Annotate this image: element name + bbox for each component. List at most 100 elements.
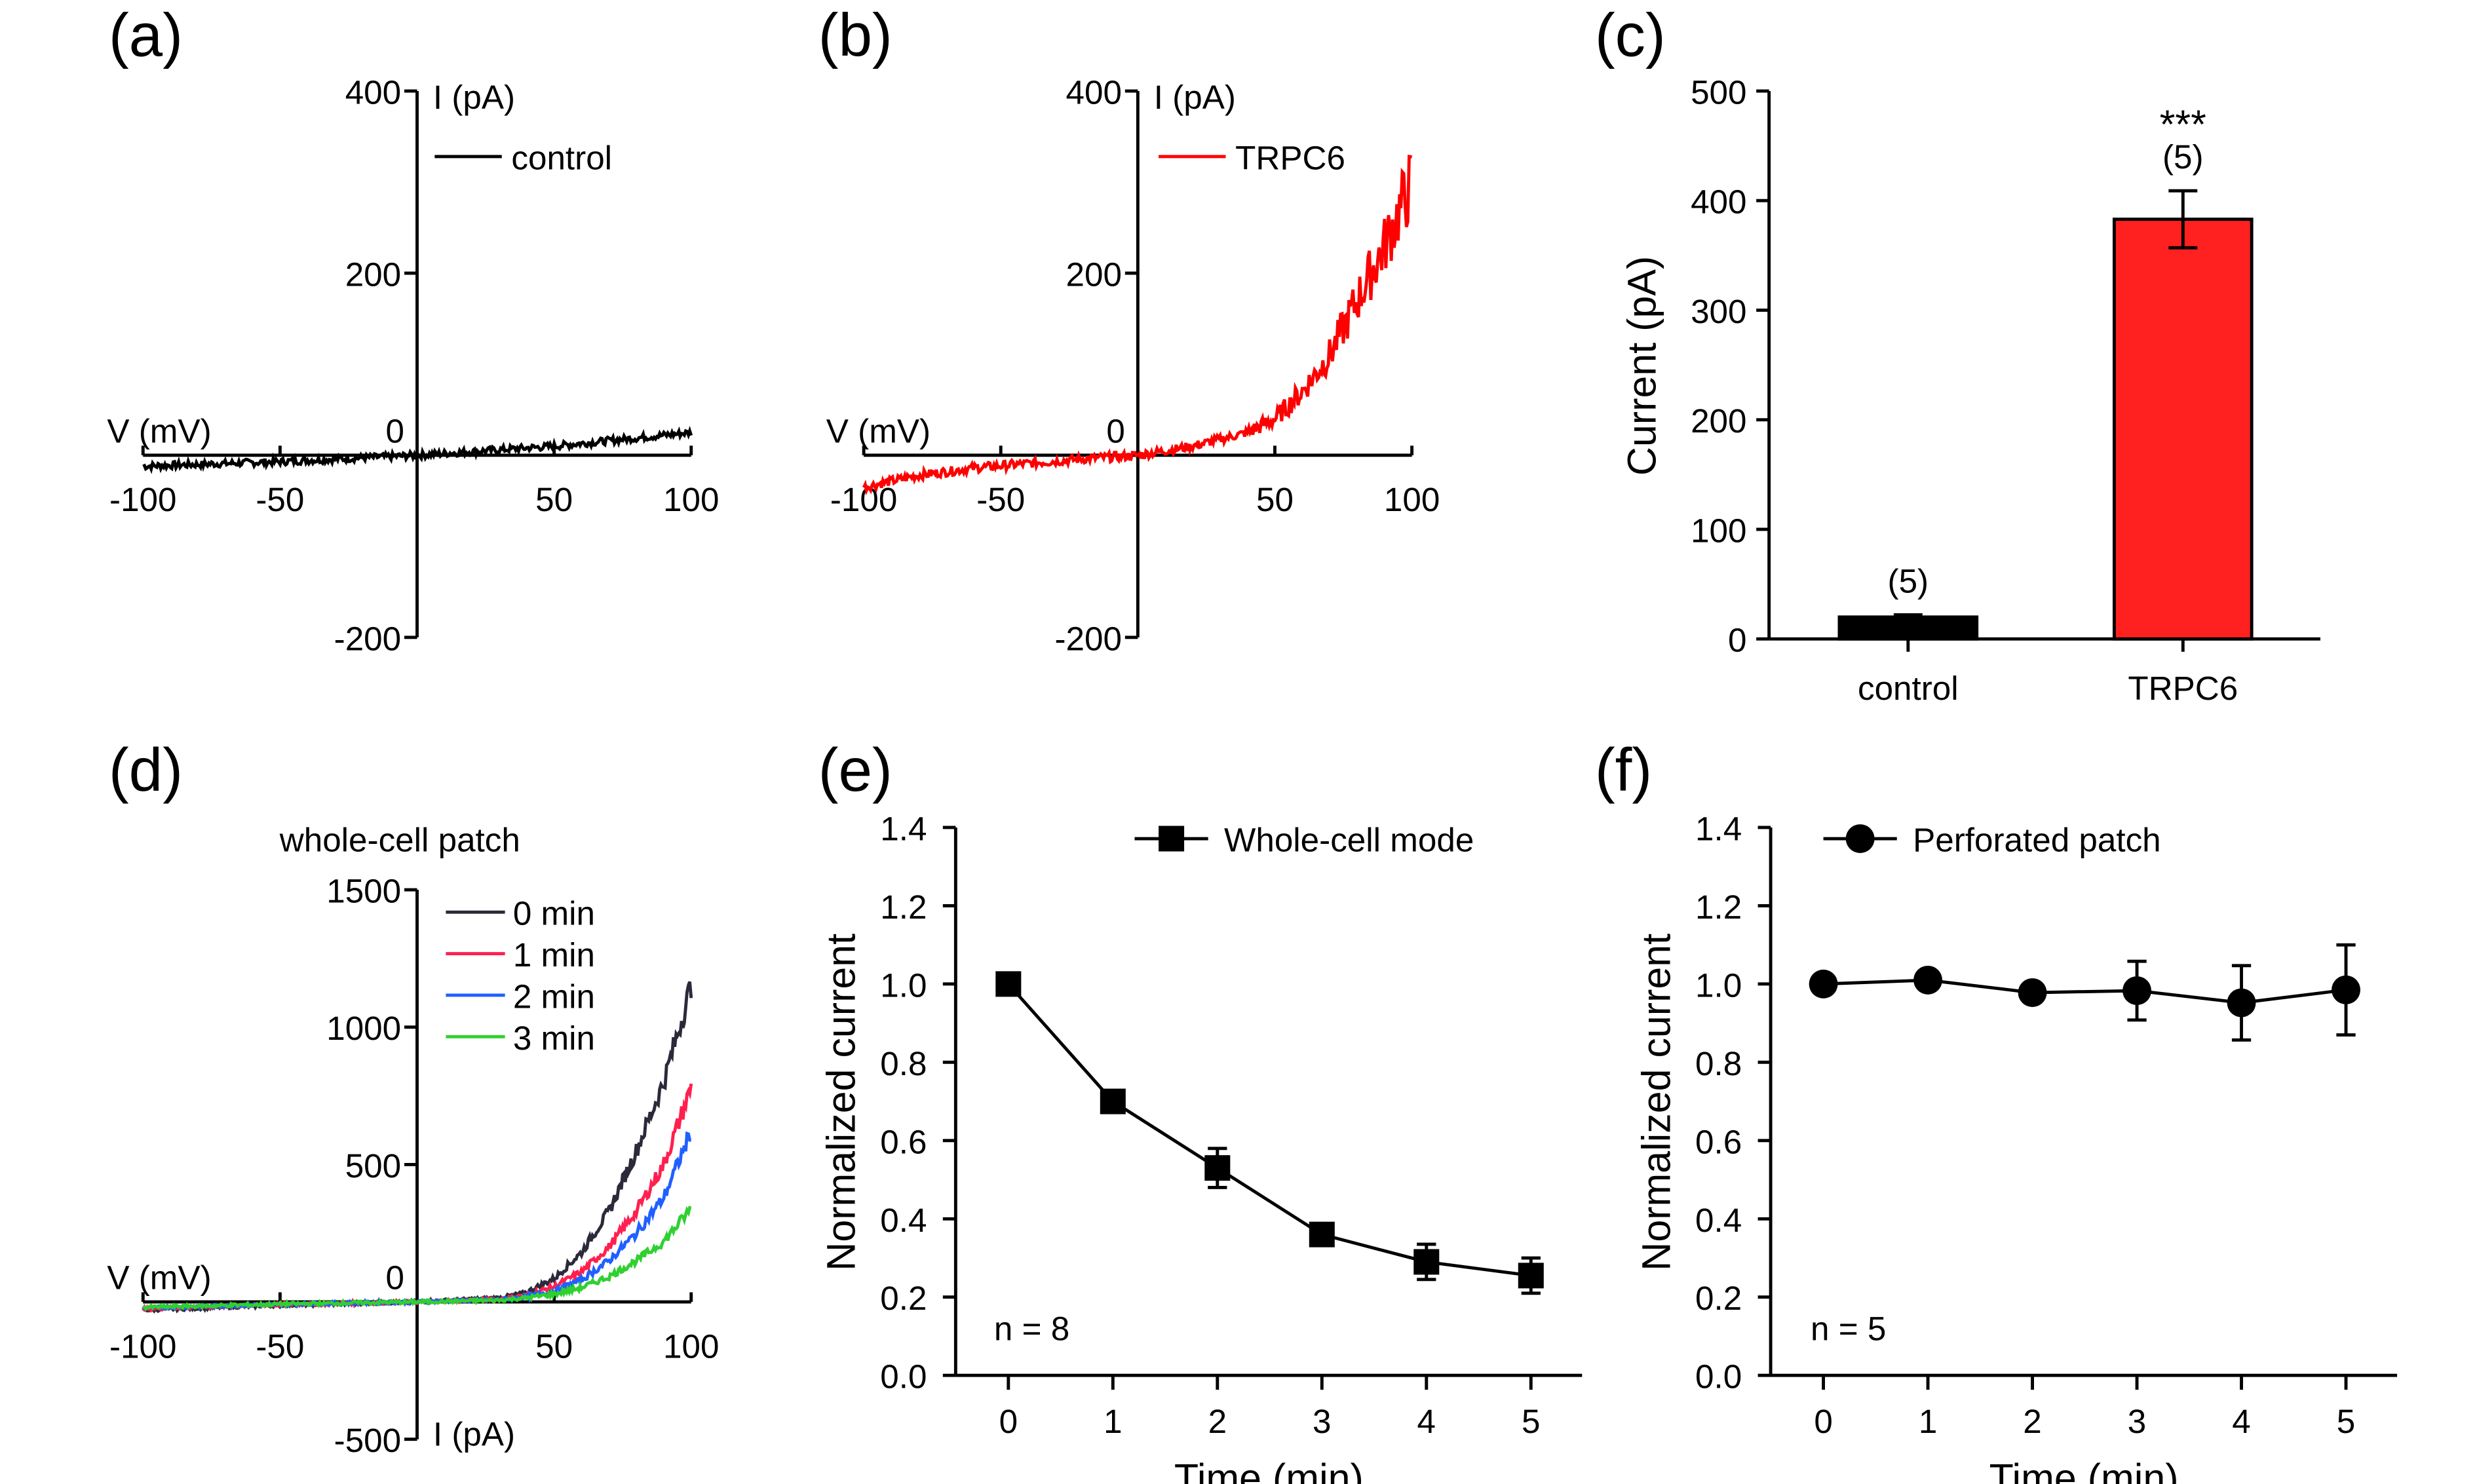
legend-label: control	[511, 139, 612, 176]
data-point	[1100, 1088, 1126, 1114]
x-tick-label: -50	[256, 481, 304, 518]
x-tick-label: 50	[1256, 481, 1294, 518]
x-tick-label: 1	[1919, 1403, 1937, 1440]
data-point	[2332, 975, 2360, 1004]
data-point	[1809, 969, 1838, 999]
y-tick-label: 0.0	[1695, 1358, 1742, 1396]
significance-label: ***	[2160, 102, 2206, 147]
y-axis-label: I (pA)	[1154, 79, 1236, 116]
error-bar	[2168, 189, 2198, 250]
y-tick-label: 1.0	[880, 966, 927, 1004]
y-tick-label: 200	[1066, 256, 1122, 293]
x-tick-label: 5	[1522, 1403, 1540, 1440]
y-tick-label: 0.2	[1695, 1280, 1742, 1317]
chart-title: whole-cell patch	[279, 822, 520, 859]
annotation: n = 8	[994, 1310, 1069, 1348]
origin-label: 0	[386, 412, 404, 449]
y-tick-label: 400	[1691, 183, 1746, 221]
y-tick-label: 1500	[326, 873, 401, 910]
x-tick-label: TRPC6	[2128, 670, 2238, 707]
x-tick-label: 100	[663, 481, 719, 518]
legend-marker	[1845, 824, 1875, 853]
legend-label: Whole-cell mode	[1224, 822, 1474, 859]
y-tick-label: 0.8	[1695, 1045, 1742, 1082]
annotation: n = 5	[1811, 1310, 1886, 1348]
data-point	[1204, 1155, 1231, 1181]
x-tick-label: 100	[1384, 481, 1440, 518]
x-tick-label: 0	[999, 1403, 1018, 1440]
y-tick-label: 1000	[326, 1010, 401, 1047]
x-axis-label: V (mV)	[107, 412, 211, 449]
y-tick-label: 500	[1691, 73, 1746, 111]
y-tick-label: 1.2	[880, 888, 927, 926]
y-tick-label: 1.4	[880, 810, 927, 847]
panel-label: (c)	[1595, 1, 1666, 69]
series-line	[1007, 983, 1531, 1278]
y-tick-label: 0.0	[880, 1358, 927, 1396]
data-point	[1518, 1263, 1544, 1289]
x-tick-label: 1	[1104, 1403, 1122, 1440]
data-point	[2122, 976, 2151, 1005]
data-point	[995, 971, 1022, 997]
y-tick-label: 0.4	[880, 1202, 927, 1239]
y-tick-label: -500	[334, 1422, 401, 1459]
origin-label: 0	[386, 1259, 404, 1297]
data-point	[1413, 1249, 1440, 1275]
y-tick-label: 0.4	[1695, 1202, 1742, 1239]
x-axis-label: Time (min)	[1174, 1456, 1364, 1484]
data-point	[2227, 988, 2256, 1018]
series-line-TRPC6	[862, 155, 1413, 496]
y-tick-label: 400	[345, 73, 401, 111]
legend-marker	[1159, 826, 1185, 852]
x-tick-label: 5	[2337, 1403, 2355, 1440]
y-axis-label: Normalized current	[819, 934, 864, 1271]
n-label: (5)	[1888, 562, 1929, 599]
x-tick-label: -50	[976, 481, 1025, 518]
n-label: (5)	[2162, 138, 2204, 176]
y-tick-label: 300	[1691, 293, 1746, 330]
origin-label: 0	[1106, 412, 1124, 449]
x-axis-label: V (mV)	[107, 1259, 211, 1297]
x-tick-label: 3	[1313, 1403, 1331, 1440]
legend-label: 3 min	[513, 1019, 595, 1057]
x-tick-label: -50	[256, 1327, 304, 1365]
panel-label: (e)	[818, 736, 893, 804]
y-axis-label: I (pA)	[433, 79, 515, 116]
y-tick-label: 1.4	[1695, 810, 1742, 847]
x-tick-label: 0	[1814, 1403, 1832, 1440]
x-tick-label: 3	[2128, 1403, 2146, 1440]
x-axis-label: V (mV)	[826, 412, 931, 449]
y-axis-label: Normalized current	[1634, 934, 1678, 1271]
panel-label: (f)	[1595, 736, 1652, 804]
x-tick-label: -100	[109, 481, 176, 518]
x-tick-label: -100	[109, 1327, 176, 1365]
legend-label: 0 min	[513, 895, 595, 932]
panel-label: (d)	[109, 736, 183, 804]
x-tick-label: 4	[1417, 1403, 1436, 1440]
y-tick-label: 500	[345, 1147, 401, 1185]
panel-label: (b)	[818, 1, 893, 69]
x-tick-label: 50	[535, 1327, 573, 1365]
y-tick-label: -200	[334, 620, 401, 657]
x-axis-label: Time (min)	[1989, 1456, 2179, 1484]
x-tick-label: 4	[2232, 1403, 2250, 1440]
legend-label: 1 min	[513, 936, 595, 974]
series-line-control	[142, 425, 693, 474]
series-line-3-min	[142, 1206, 691, 1312]
y-tick-label: 100	[1691, 512, 1746, 549]
x-tick-label: control	[1858, 670, 1959, 707]
x-tick-label: 100	[663, 1327, 719, 1365]
legend-label: 2 min	[513, 978, 595, 1015]
y-tick-label: 0.6	[1695, 1123, 1742, 1160]
y-tick-label: 0.2	[880, 1280, 927, 1317]
y-tick-label: -200	[1055, 620, 1122, 657]
y-tick-label: 0	[1728, 622, 1746, 659]
y-tick-label: 400	[1066, 73, 1122, 111]
x-tick-label: 2	[2023, 1403, 2041, 1440]
legend-label: Perforated patch	[1913, 822, 2161, 859]
bar-TRPC6	[2112, 218, 2254, 641]
x-tick-label: 2	[1208, 1403, 1227, 1440]
panel-label: (a)	[109, 1, 183, 69]
data-point	[1309, 1221, 1335, 1247]
